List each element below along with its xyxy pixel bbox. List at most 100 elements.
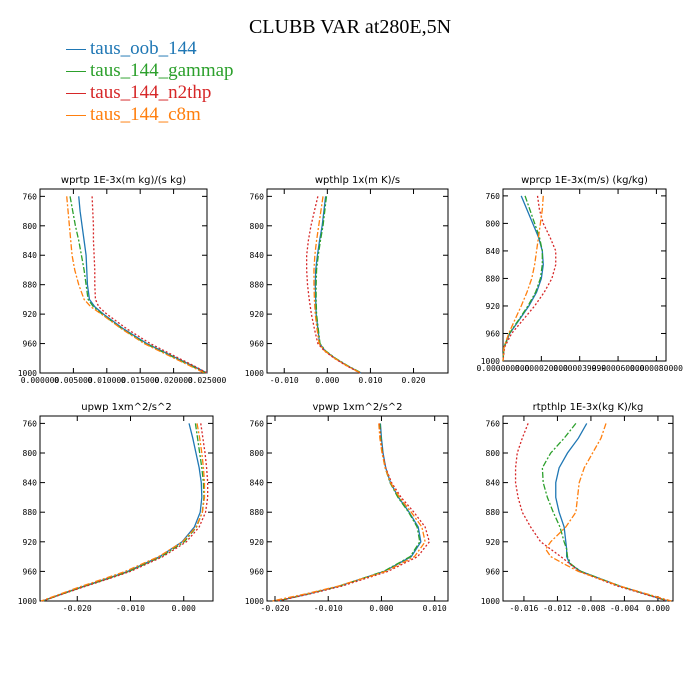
series-line [277, 423, 431, 602]
y-tick-label: 760 [23, 419, 38, 428]
y-tick-label: 800 [486, 219, 501, 228]
series-line [555, 423, 669, 602]
series-line [514, 423, 669, 602]
legend-item: taus_144_n2thp [66, 82, 234, 104]
plot-frame [266, 188, 449, 374]
y-tick-label: 1000 [481, 597, 500, 606]
y-tick-label: 920 [250, 538, 265, 547]
plot-frame [502, 415, 674, 602]
legend-swatch [66, 71, 86, 73]
y-tick-label: 760 [250, 419, 265, 428]
figure-title: CLUBB VAR at280E,5N [248, 16, 452, 38]
x-tick-label: 0.000 [369, 604, 393, 613]
y-tick-label: 840 [486, 247, 501, 256]
x-tick-label: -0.020 [261, 604, 290, 613]
y-tick-label: 880 [23, 508, 38, 517]
plot-frame [266, 415, 449, 602]
series-line [78, 196, 208, 374]
y-tick-label: 760 [23, 192, 38, 201]
legend-item: taus_144_gammap [66, 60, 234, 82]
y-tick-label: 840 [23, 251, 38, 260]
panel-title: upwp 1xm^2/s^2 [81, 402, 171, 413]
series-line [66, 196, 205, 374]
series-line [544, 423, 672, 602]
x-tick-label: 0.000060000 [592, 364, 645, 373]
x-tick-label: -0.012 [543, 604, 572, 613]
x-tick-label: 0.000000 [21, 376, 60, 385]
y-tick-label: 960 [23, 567, 38, 576]
legend-swatch [66, 115, 86, 117]
x-tick-label: 0.000 [172, 604, 196, 613]
y-tick-label: 920 [250, 310, 265, 319]
x-tick-label: 0.010 [358, 376, 382, 385]
y-tick-label: 840 [250, 251, 265, 260]
x-tick-label: 0.020 [401, 376, 425, 385]
y-tick-label: 960 [486, 329, 501, 338]
y-tick-label: 800 [250, 449, 265, 458]
legend-swatch [66, 93, 86, 95]
x-tick-label: 0.000080000 [630, 364, 683, 373]
y-tick-label: 880 [486, 508, 501, 517]
y-tick-label: 840 [486, 479, 501, 488]
series-line [69, 196, 206, 374]
plot-frame [39, 415, 214, 602]
y-tick-label: 960 [23, 340, 38, 349]
y-tick-label: 1000 [18, 369, 37, 378]
y-tick-label: 920 [486, 538, 501, 547]
y-tick-label: 920 [23, 538, 38, 547]
legend-label: taus_144_c8m [90, 104, 201, 125]
panel-title: wprtp 1E-3x(m kg)/(s kg) [61, 175, 186, 186]
legend-item: taus_144_c8m [66, 104, 234, 126]
series-line [313, 196, 361, 374]
y-tick-label: 920 [486, 302, 501, 311]
x-tick-label: 0.000020000 [515, 364, 568, 373]
y-tick-label: 880 [23, 281, 38, 290]
plot-frame [502, 188, 667, 362]
series-line [272, 423, 426, 602]
x-tick-label: -0.016 [509, 604, 538, 613]
x-tick-label: 0.000000000 [477, 364, 530, 373]
x-tick-label: 0.005000 [54, 376, 93, 385]
series-line [40, 423, 206, 602]
y-tick-label: 760 [486, 192, 501, 201]
x-tick-label: 0.010 [423, 604, 447, 613]
y-tick-label: 880 [250, 508, 265, 517]
series-line [315, 196, 362, 374]
x-tick-label: -0.010 [270, 376, 299, 385]
y-tick-label: 960 [486, 567, 501, 576]
panel-title: wpthlp 1x(m K)/s [315, 175, 400, 186]
y-tick-label: 880 [486, 274, 501, 283]
x-tick-label: 0.010000 [88, 376, 127, 385]
y-tick-label: 800 [23, 449, 38, 458]
x-tick-label: -0.004 [610, 604, 639, 613]
series-line [91, 196, 208, 374]
panel-title: vpwp 1xm^2/s^2 [312, 402, 402, 413]
series-line [502, 195, 544, 362]
y-tick-label: 1000 [481, 357, 500, 366]
x-tick-label: 0.025000 [188, 376, 227, 385]
y-tick-label: 960 [250, 340, 265, 349]
y-tick-label: 960 [250, 567, 265, 576]
y-tick-label: 760 [486, 419, 501, 428]
x-tick-label: -0.008 [576, 604, 605, 613]
series-line [541, 422, 669, 602]
x-tick-label: 0.020000 [154, 376, 193, 385]
y-tick-label: 880 [250, 281, 265, 290]
series-line [305, 196, 361, 374]
series-line [42, 423, 209, 602]
panel-title: rtpthlp 1E-3x(kg K)/kg [533, 402, 644, 413]
y-tick-label: 760 [250, 192, 265, 201]
y-tick-label: 1000 [245, 369, 264, 378]
y-tick-label: 840 [250, 479, 265, 488]
legend-item: taus_oob_144 [66, 38, 234, 60]
x-tick-label: -0.010 [314, 604, 343, 613]
x-tick-label: 0.000 [315, 376, 339, 385]
x-tick-label: -0.020 [63, 604, 92, 613]
x-tick-label: -0.010 [116, 604, 145, 613]
series-line [277, 423, 422, 602]
series-line [502, 195, 543, 362]
legend: taus_oob_144 taus_144_gammap taus_144_n2… [66, 38, 234, 126]
x-tick-label: 0.015000 [121, 376, 160, 385]
legend-swatch [66, 49, 86, 51]
